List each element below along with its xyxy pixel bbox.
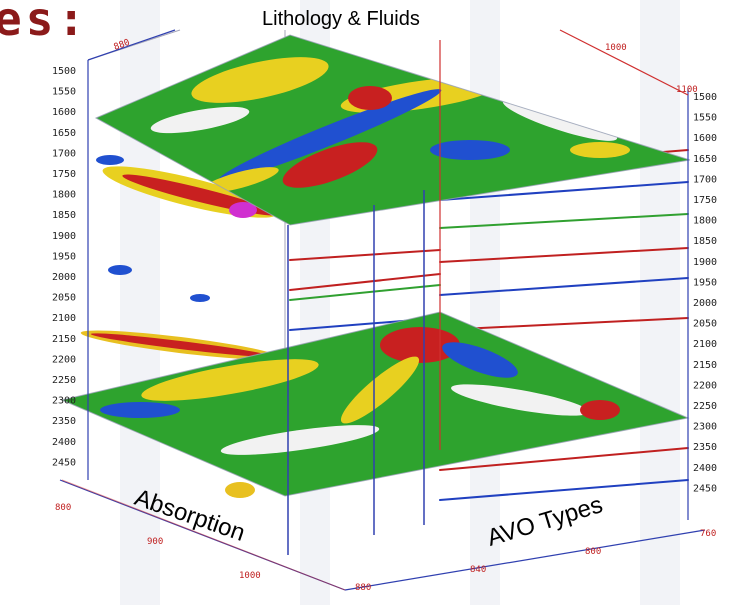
depth-tick-label: 1850	[52, 210, 76, 221]
depth-tick-label: 1600	[693, 133, 717, 144]
depth-tick-label: 1700	[52, 148, 76, 159]
depth-tick-label: 1750	[693, 195, 717, 206]
depth-tick-label: 2350	[693, 442, 717, 453]
well-lines	[287, 190, 425, 555]
depth-tick-label: 2000	[52, 272, 76, 283]
depth-tick-label: 2200	[52, 354, 76, 365]
x-tick-label: 800	[55, 503, 71, 513]
ticks-bottom-left: 80090010001100	[55, 503, 261, 581]
y-tick-label: 800	[585, 547, 601, 557]
depth-tick-label: 2400	[693, 463, 717, 474]
depth-tick-label: 1900	[693, 257, 717, 268]
depth-tick-label: 1500	[693, 92, 717, 103]
depth-tick-label: 1900	[52, 231, 76, 242]
ticks-bottom-right: 880 840 800 760	[355, 529, 716, 593]
vertical-section-left	[80, 155, 280, 498]
x-tick-label: 1000	[605, 43, 627, 53]
depth-tick-label: 2100	[693, 339, 717, 350]
depth-tick-label: 2450	[52, 457, 76, 468]
depth-tick-label: 2300	[52, 396, 76, 407]
depth-tick-label: 1650	[52, 128, 76, 139]
depth-tick-label: 1700	[693, 174, 717, 185]
depth-tick-label: 1750	[52, 169, 76, 180]
depth-tick-label: 2050	[693, 319, 717, 330]
depth-tick-label: 2150	[693, 360, 717, 371]
depth-tick-label: 2450	[693, 483, 717, 494]
depth-tick-label: 2350	[52, 416, 76, 427]
depth-ticks-left: 1500 1550 1600 1650 1700 1750 1800 1850 1900 1950…	[52, 66, 76, 468]
y-tick-label: 880	[355, 583, 371, 593]
title-fragment: es:	[0, 0, 90, 46]
y-tick-label: 840	[470, 565, 486, 575]
depth-tick-label: 1500	[52, 66, 76, 77]
y-tick-label: 760	[700, 529, 716, 539]
depth-tick-label: 1550	[52, 87, 76, 98]
depth-tick-label: 2000	[693, 298, 717, 309]
depth-tick-label: 1600	[52, 107, 76, 118]
depth-ticks-right: 1500 1550 1600 1650 1700 1750 1800 1850 1900 1950…	[693, 92, 717, 494]
depth-tick-label: 1850	[693, 236, 717, 247]
x-tick-label: 1000	[239, 571, 261, 581]
depth-tick-label: 2150	[52, 334, 76, 345]
depth-tick-label: 2200	[693, 380, 717, 391]
x-tick-label: 880	[113, 38, 132, 53]
depth-tick-label: 2250	[52, 375, 76, 386]
label-lithology-fluids: Lithology & Fluids	[262, 8, 420, 30]
x-tick-label: 900	[147, 537, 163, 547]
depth-tick-label: 1650	[693, 154, 717, 165]
depth-tick-label: 2400	[52, 437, 76, 448]
axis-lines	[59, 29, 706, 591]
depth-tick-label: 1950	[52, 251, 76, 262]
depth-tick-label: 1950	[693, 277, 717, 288]
depth-tick-label: 2100	[52, 313, 76, 324]
depth-tick-label: 2050	[52, 293, 76, 304]
depth-tick-label: 1550	[693, 113, 717, 124]
depth-tick-label: 1800	[693, 216, 717, 227]
depth-tick-label: 2250	[693, 401, 717, 412]
depth-tick-label: 2300	[693, 422, 717, 433]
depth-tick-label: 1800	[52, 190, 76, 201]
x-tick-label: 1100	[676, 85, 698, 95]
